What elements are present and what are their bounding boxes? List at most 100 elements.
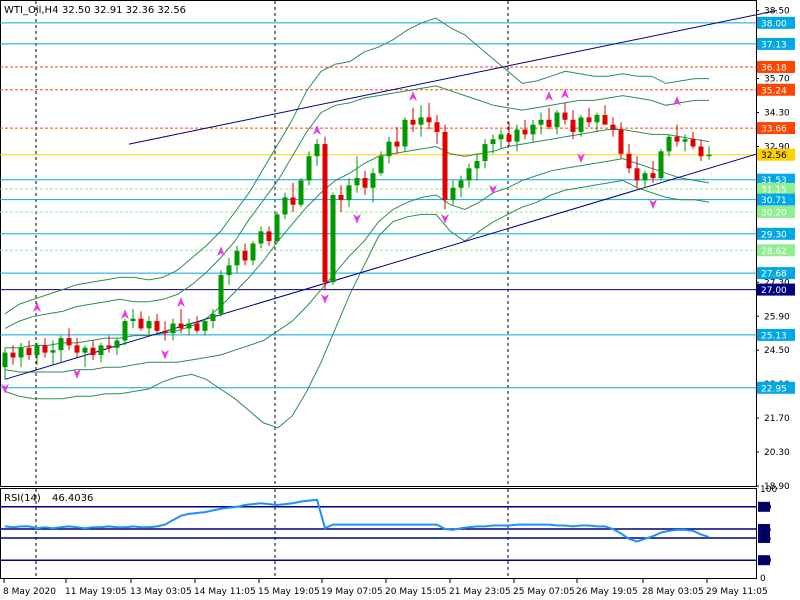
candle-body [274, 214, 280, 242]
fractal-up [177, 297, 185, 308]
price-tick-label: 32.90 [764, 143, 790, 153]
candle-body [394, 141, 400, 147]
rsi-tick-label: 55 [760, 525, 771, 535]
level-label: 27.68 [761, 270, 787, 280]
candle-body [26, 347, 32, 356]
candle-body [338, 195, 344, 200]
fractal-down [1, 383, 9, 394]
candle-body [546, 119, 552, 128]
rsi-level-label-bg [758, 501, 770, 512]
candle-body [306, 156, 312, 181]
level-label: 30.71 [761, 196, 787, 206]
candle-body [282, 197, 288, 215]
candle-body [690, 139, 696, 147]
candle-body [10, 352, 16, 358]
candle-body [506, 134, 512, 142]
candle-body [682, 139, 688, 142]
candle-body [490, 139, 496, 145]
time-tick-label: 8 May 2020 [3, 587, 56, 597]
horizontal-levels [0, 22, 756, 389]
fractal-up [545, 91, 553, 101]
candle-body [322, 144, 328, 283]
candle-body [354, 178, 360, 186]
fractal-down [441, 213, 449, 224]
level-label-bg [757, 267, 795, 280]
chart-ohlc: 32.50 32.91 32.36 32.56 [62, 5, 186, 16]
fractal-down [73, 369, 81, 380]
candle-body [122, 321, 128, 341]
rsi-level-label-bg [758, 532, 770, 543]
candle-body [194, 323, 200, 331]
candle-body [106, 345, 112, 348]
price-tick-label: 35.70 [764, 75, 790, 85]
price-tick-label: 38.50 [764, 7, 790, 17]
candle-body [418, 117, 424, 125]
rsi-panel-frame [0, 488, 757, 579]
candle-body [370, 173, 376, 188]
price-tick-label: 24.50 [764, 346, 790, 356]
price-tick-label: 27.30 [764, 278, 790, 288]
candle-body [498, 134, 504, 140]
fractal-down [353, 213, 361, 224]
level-label-bg [757, 283, 795, 296]
fractal-up [673, 95, 681, 106]
fractal-down [489, 184, 497, 195]
candle-body [74, 345, 80, 353]
candle-body [410, 119, 416, 125]
fractal-down [649, 199, 657, 210]
candle-body [242, 250, 248, 261]
rsi-tick-label: 0 [760, 574, 766, 584]
fractal-down [321, 293, 329, 304]
candle-body [562, 112, 568, 120]
fractal-up [33, 301, 41, 312]
candle-body [50, 350, 56, 353]
price-tick-label: 20.30 [764, 448, 790, 458]
candle-body [130, 318, 136, 322]
candle-body [642, 173, 648, 181]
candle-body [34, 345, 40, 356]
candle-body [538, 119, 544, 125]
candle-body [210, 313, 216, 322]
candle-body [442, 131, 448, 200]
candle-body [474, 161, 480, 169]
level-label: 25.13 [761, 331, 787, 341]
level-label: 36.18 [761, 63, 787, 73]
candle-body [674, 136, 680, 142]
period-separators [35, 1, 509, 578]
candle-body [290, 197, 296, 205]
candle-body [618, 129, 624, 154]
level-label: 35.24 [761, 86, 787, 96]
upper-band-mid-line [4, 85, 709, 329]
candle-body [266, 231, 272, 242]
level-label: 38.00 [761, 19, 787, 29]
candle-body [514, 129, 520, 142]
candle-body [666, 136, 672, 152]
candle-body [378, 156, 384, 174]
candle-body [610, 124, 616, 130]
level-label-bg [757, 227, 795, 240]
time-tick-label: 14 May 11:05 [194, 587, 256, 597]
candle-body [218, 275, 224, 314]
level-label: 32.56 [761, 151, 787, 161]
candle-body [258, 231, 264, 244]
price-tick-label: 25.90 [764, 312, 790, 322]
candle-body [66, 338, 72, 346]
candle-body [426, 117, 432, 123]
level-label: 28.62 [761, 247, 787, 257]
fractal-up [313, 124, 321, 135]
candle-body [482, 144, 488, 162]
bollinger-bands [4, 17, 710, 429]
level-label-bg [757, 381, 795, 394]
candle-body [298, 180, 304, 205]
fractal-down [577, 153, 585, 164]
candle-body [58, 338, 64, 351]
chart-symbol: WTI_Oil,H4 [4, 5, 58, 16]
candle-body [18, 347, 24, 358]
level-label-bg [757, 193, 795, 206]
level-label-bg [757, 173, 795, 186]
time-tick-label: 26 May 19:05 [576, 587, 638, 597]
candle-body [458, 180, 464, 188]
candle-body [362, 178, 368, 188]
candle-body [202, 321, 208, 331]
